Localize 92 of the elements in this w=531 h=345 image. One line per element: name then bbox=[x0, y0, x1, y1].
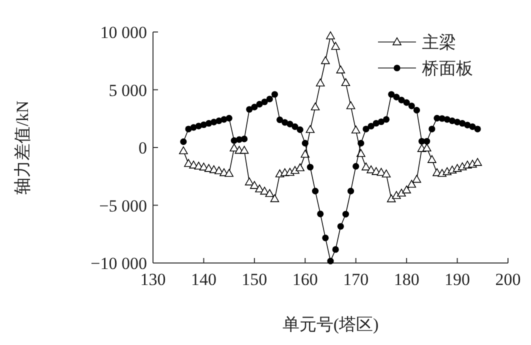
point bbox=[358, 140, 364, 147]
point bbox=[296, 163, 304, 172]
point bbox=[251, 104, 258, 110]
point bbox=[180, 138, 187, 146]
point bbox=[260, 186, 269, 195]
x-tick-label: 190 bbox=[444, 270, 470, 289]
point bbox=[316, 78, 325, 86]
point bbox=[346, 101, 356, 110]
point bbox=[296, 126, 304, 134]
point bbox=[327, 258, 334, 264]
point bbox=[412, 174, 422, 183]
x-tick-label: 170 bbox=[343, 270, 369, 289]
point bbox=[336, 66, 346, 74]
point bbox=[398, 96, 405, 104]
point bbox=[244, 178, 254, 186]
point bbox=[403, 99, 410, 106]
point bbox=[179, 146, 188, 154]
point bbox=[265, 189, 274, 197]
point bbox=[397, 188, 406, 197]
point bbox=[402, 186, 411, 194]
point bbox=[422, 144, 432, 152]
point bbox=[270, 194, 280, 202]
point bbox=[300, 150, 310, 158]
point bbox=[256, 100, 263, 108]
point bbox=[306, 125, 315, 133]
point bbox=[393, 94, 400, 100]
point bbox=[469, 123, 476, 130]
point bbox=[351, 126, 360, 134]
point bbox=[337, 223, 344, 230]
point bbox=[362, 162, 370, 170]
point bbox=[459, 120, 466, 127]
point bbox=[473, 158, 482, 166]
point bbox=[224, 169, 234, 177]
point bbox=[306, 164, 314, 170]
point bbox=[386, 194, 396, 202]
point bbox=[255, 184, 264, 192]
point bbox=[428, 155, 436, 163]
y-axis-title: 轴力差值/kN bbox=[13, 100, 32, 194]
x-tick-label: 130 bbox=[140, 270, 166, 289]
point bbox=[322, 234, 329, 242]
x-tick-label: 180 bbox=[394, 270, 420, 289]
y-tick-label: 5 000 bbox=[108, 80, 147, 100]
legend-label: 主梁 bbox=[422, 33, 456, 52]
point bbox=[261, 98, 268, 106]
point bbox=[326, 31, 335, 40]
point bbox=[286, 120, 294, 128]
point bbox=[302, 140, 308, 147]
point bbox=[408, 102, 415, 110]
point bbox=[362, 126, 370, 132]
x-tick-label: 200 bbox=[495, 270, 521, 289]
point bbox=[266, 96, 273, 102]
point bbox=[428, 126, 436, 132]
point bbox=[271, 91, 278, 98]
point bbox=[312, 188, 319, 194]
y-tick-label: 10 000 bbox=[100, 23, 147, 42]
point bbox=[413, 106, 420, 114]
point bbox=[240, 146, 249, 154]
y-tick-label: −10 000 bbox=[90, 254, 147, 273]
point bbox=[474, 126, 481, 132]
point bbox=[368, 122, 374, 130]
point bbox=[321, 56, 330, 64]
point bbox=[240, 136, 248, 142]
point bbox=[317, 210, 324, 218]
point bbox=[352, 163, 360, 170]
x-axis-title: 单元号(塔区) bbox=[282, 315, 379, 334]
point bbox=[382, 116, 390, 123]
point bbox=[347, 188, 354, 194]
point bbox=[292, 123, 298, 130]
x-tick-label: 140 bbox=[190, 270, 216, 289]
point bbox=[332, 246, 339, 253]
point bbox=[388, 91, 395, 98]
legend-label: 桥面板 bbox=[421, 59, 473, 78]
x-tick-label: 150 bbox=[242, 270, 268, 289]
point bbox=[226, 114, 232, 122]
y-tick-label: −5 000 bbox=[99, 196, 147, 216]
point bbox=[342, 210, 350, 218]
point bbox=[392, 191, 401, 199]
point bbox=[382, 170, 391, 178]
x-tick-label: 160 bbox=[292, 270, 318, 289]
point bbox=[250, 181, 259, 189]
point bbox=[246, 106, 253, 113]
point bbox=[276, 116, 284, 124]
point bbox=[424, 138, 430, 145]
point bbox=[310, 102, 320, 110]
point bbox=[356, 149, 366, 157]
point bbox=[282, 119, 288, 126]
y-tick-label: 0 bbox=[138, 138, 147, 158]
point bbox=[341, 78, 350, 86]
point bbox=[407, 180, 416, 188]
point bbox=[378, 118, 385, 126]
point bbox=[290, 166, 300, 174]
point bbox=[331, 42, 340, 50]
